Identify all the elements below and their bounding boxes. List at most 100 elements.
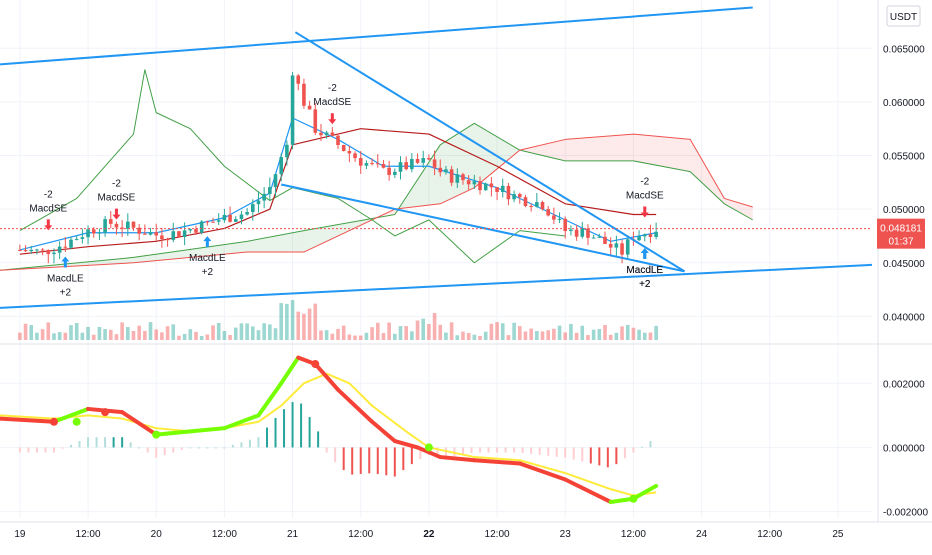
volume-bar [58, 332, 62, 340]
volume-bar [257, 330, 261, 340]
cloud-segment [258, 239, 261, 252]
cloud-segment [338, 224, 341, 236]
time-tick-label: 12:00 [212, 529, 237, 540]
strategy-signals: MacdLE+2-2MacdSE-2MacdSEMacdLE+2-2MacdSE… [29, 83, 664, 298]
cloud-segment [170, 252, 173, 260]
candle-body [189, 229, 193, 230]
cloud-segment [182, 250, 185, 258]
macd-cross-marker [50, 418, 58, 426]
macd-histogram-bar [198, 447, 200, 448]
volume-bar [29, 325, 33, 340]
cloud-segment [241, 242, 244, 253]
macd-cross-marker [152, 431, 160, 439]
cloud-segment [264, 238, 267, 252]
macd-line-segment [338, 390, 372, 422]
macd-line-segment [565, 480, 610, 502]
cloud-segment [585, 138, 588, 161]
currency-badge[interactable]: USDT [887, 6, 920, 26]
macd-histogram-bar [351, 447, 353, 474]
macd-histogram-bar [547, 447, 549, 455]
volume-bar [365, 333, 369, 340]
volume-bar [427, 324, 431, 340]
cloud-segment [642, 135, 645, 163]
volume-bar [75, 323, 79, 340]
candle-body [75, 239, 79, 240]
volume-bar [387, 322, 391, 340]
macd-histogram-bar [530, 447, 532, 453]
macd-histogram-bar [471, 447, 473, 453]
volume-bar [654, 326, 658, 340]
candle-body [365, 163, 369, 166]
macd-histogram-bar [649, 441, 651, 447]
cloud-segment [276, 235, 279, 252]
macd-cross-marker [101, 408, 109, 416]
candle-body [285, 145, 289, 157]
volume-bar [495, 322, 499, 340]
volume-bar [143, 331, 147, 340]
cloud-segment [653, 136, 656, 165]
candle-body [262, 194, 266, 201]
cloud-segment [582, 138, 585, 161]
signal-label: MacdSE [626, 191, 664, 202]
time-tick-label: 25 [832, 529, 844, 540]
volume-bar [507, 335, 511, 340]
candle-body [382, 164, 386, 168]
volume-bar [211, 325, 215, 340]
volume-bar [217, 323, 221, 340]
signal-label: MacdSE [29, 203, 67, 214]
volume-bar [512, 323, 516, 340]
macd-histogram-bar [573, 447, 575, 459]
candle-body [109, 219, 113, 224]
volume-bar [81, 333, 85, 340]
volume-bar [478, 336, 482, 340]
cloud-segment [560, 140, 563, 160]
macd-histogram-bar [496, 447, 498, 452]
bar-countdown: 01:37 [888, 237, 913, 248]
volume-bar [86, 327, 90, 340]
candle-body [643, 234, 647, 236]
macd-histogram-bar [632, 447, 634, 452]
volume-bar [603, 325, 607, 340]
volume-bar [438, 325, 442, 340]
currency-label: USDT [890, 12, 917, 23]
volume-bar [484, 332, 488, 340]
macd-histogram-bar [19, 447, 21, 452]
candle-body [456, 174, 460, 182]
candle-body [569, 230, 573, 231]
macd-histogram-bar [223, 447, 225, 448]
cloud-segment [534, 146, 537, 154]
macd-histogram-bar [164, 447, 166, 455]
volume-bar [268, 324, 272, 340]
cloud-segment [497, 137, 500, 169]
cloud-segment [599, 137, 602, 161]
macd-pane [0, 358, 656, 503]
price-tick-label: 0.040000 [883, 312, 925, 323]
candle-body [35, 249, 39, 250]
cloud-segment [480, 127, 483, 183]
macd-histogram-bar [27, 447, 29, 452]
cloud-segment [426, 162, 429, 205]
macd-histogram-bar [113, 437, 115, 447]
candle-body [484, 183, 488, 190]
candle-body [359, 158, 363, 166]
candle-body [132, 222, 136, 228]
cloud-segment [665, 137, 668, 167]
candle-body [478, 181, 482, 190]
signal-qty: -2 [44, 189, 53, 200]
volume-bar [223, 331, 227, 340]
cloud-segment [625, 135, 628, 161]
signal-qty: -2 [328, 83, 337, 94]
macd-line-segment [440, 457, 474, 460]
cloud-segment [596, 137, 599, 161]
cloud-segment [312, 229, 315, 248]
time-tick-label: 19 [14, 529, 26, 540]
candle-body [438, 168, 442, 172]
candle-body [580, 229, 584, 237]
signal-qty: +2 [202, 267, 214, 278]
macd-histogram-bar [590, 447, 592, 463]
macd-histogram-bar [283, 409, 285, 447]
volume-bar [149, 322, 153, 340]
macd-histogram-bar [615, 447, 617, 464]
